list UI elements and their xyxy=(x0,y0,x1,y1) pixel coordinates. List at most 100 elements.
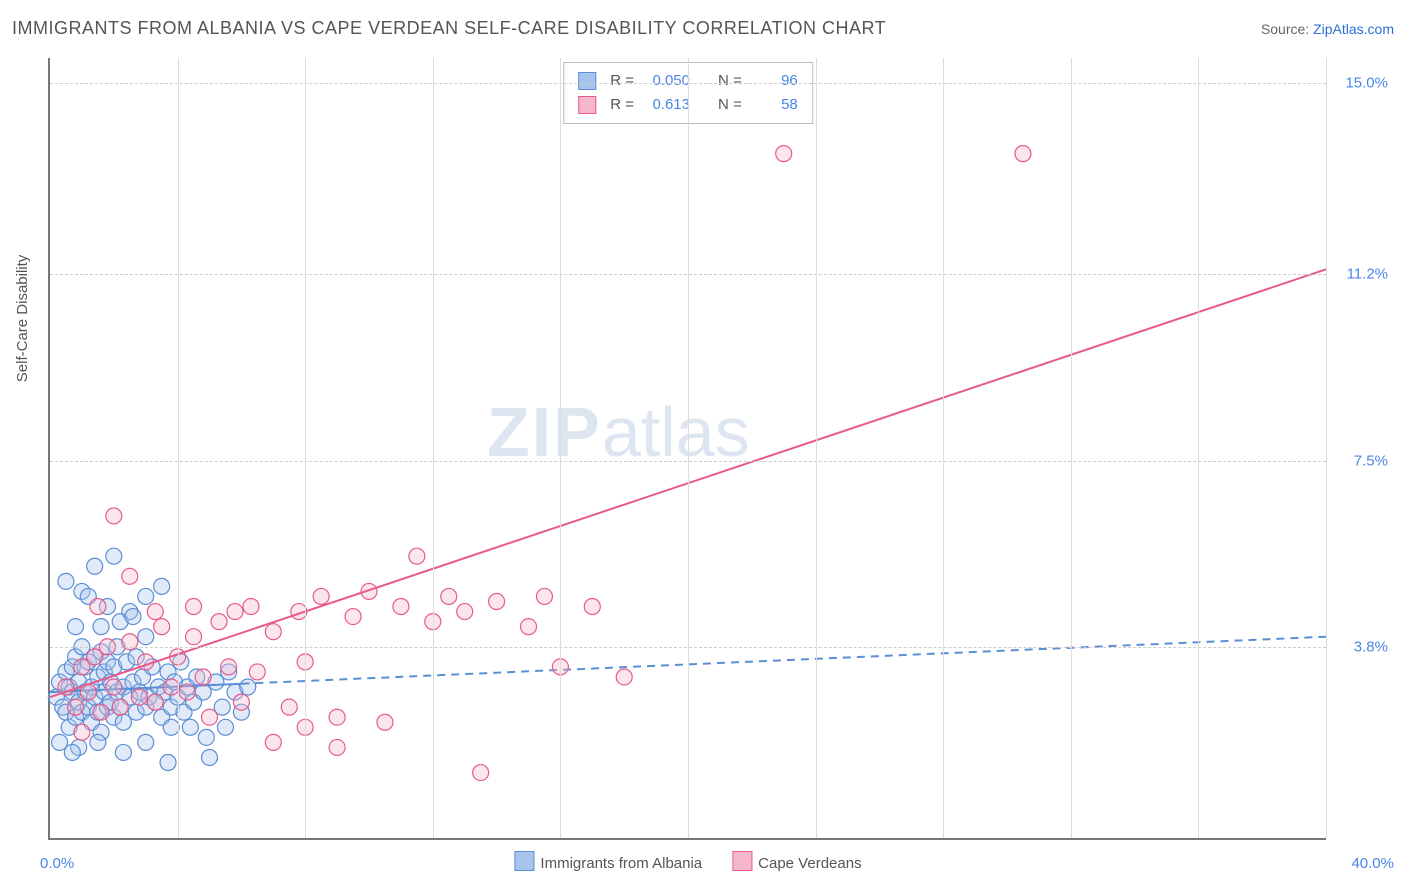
data-point-albania xyxy=(68,619,84,635)
data-point-capeverdean xyxy=(473,765,489,781)
data-point-capeverdean xyxy=(441,588,457,604)
data-point-capeverdean xyxy=(489,593,505,609)
data-point-albania xyxy=(115,744,131,760)
stat-r-label: R = xyxy=(610,69,634,93)
swatch-albania xyxy=(578,72,596,90)
x-axis-end-label: 40.0% xyxy=(1351,855,1394,872)
legend-item-albania: Immigrants from Albania xyxy=(514,851,702,872)
gridline-v xyxy=(305,58,306,838)
data-point-capeverdean xyxy=(106,508,122,524)
data-point-capeverdean xyxy=(536,588,552,604)
data-point-albania xyxy=(138,629,154,645)
data-point-albania xyxy=(125,609,141,625)
data-point-capeverdean xyxy=(147,604,163,620)
data-point-capeverdean xyxy=(227,604,243,620)
data-point-capeverdean xyxy=(281,699,297,715)
stat-n-label: N = xyxy=(718,69,742,93)
data-point-albania xyxy=(154,578,170,594)
data-point-albania xyxy=(217,719,233,735)
data-point-capeverdean xyxy=(377,714,393,730)
data-point-albania xyxy=(90,734,106,750)
data-point-capeverdean xyxy=(329,709,345,725)
data-point-capeverdean xyxy=(179,684,195,700)
data-point-capeverdean xyxy=(112,699,128,715)
data-point-capeverdean xyxy=(106,679,122,695)
data-point-capeverdean xyxy=(313,588,329,604)
data-point-capeverdean xyxy=(186,599,202,615)
data-point-capeverdean xyxy=(265,624,281,640)
y-tick-label: 3.8% xyxy=(1354,638,1388,655)
data-point-capeverdean xyxy=(329,739,345,755)
data-point-capeverdean xyxy=(584,599,600,615)
data-point-capeverdean xyxy=(243,599,259,615)
gridline-v xyxy=(560,58,561,838)
data-point-albania xyxy=(138,734,154,750)
data-point-capeverdean xyxy=(265,734,281,750)
data-point-capeverdean xyxy=(521,619,537,635)
data-point-albania xyxy=(240,679,256,695)
data-point-capeverdean xyxy=(345,609,361,625)
chart-source: Source: ZipAtlas.com xyxy=(1261,21,1394,37)
y-axis-label: Self-Care Disability xyxy=(14,255,31,383)
plot-area: ZIPatlas R =0.050N =96R =0.613N =58 0.0%… xyxy=(48,58,1326,840)
y-tick-label: 15.0% xyxy=(1345,75,1388,92)
gridline-v xyxy=(943,58,944,838)
data-point-albania xyxy=(198,729,214,745)
swatch-capeverdean xyxy=(578,96,596,114)
data-point-capeverdean xyxy=(616,669,632,685)
y-tick-label: 7.5% xyxy=(1354,452,1388,469)
data-point-capeverdean xyxy=(68,699,84,715)
data-point-capeverdean xyxy=(122,568,138,584)
data-point-capeverdean xyxy=(74,724,90,740)
legend-label: Cape Verdeans xyxy=(758,855,861,872)
data-point-capeverdean xyxy=(393,599,409,615)
x-axis-start-label: 0.0% xyxy=(40,855,74,872)
data-point-albania xyxy=(64,744,80,760)
data-point-albania xyxy=(106,548,122,564)
gridline-v xyxy=(688,58,689,838)
data-point-capeverdean xyxy=(409,548,425,564)
data-point-albania xyxy=(182,719,198,735)
data-point-albania xyxy=(202,749,218,765)
data-point-albania xyxy=(87,558,103,574)
gridline-v xyxy=(816,58,817,838)
data-point-albania xyxy=(138,588,154,604)
data-point-capeverdean xyxy=(211,614,227,630)
data-point-capeverdean xyxy=(249,664,265,680)
data-point-capeverdean xyxy=(147,694,163,710)
stat-n-value: 96 xyxy=(750,69,798,93)
data-point-albania xyxy=(160,755,176,771)
trendline-albania-extrapolated xyxy=(241,637,1326,684)
gridline-v xyxy=(433,58,434,838)
data-point-capeverdean xyxy=(131,689,147,705)
data-point-capeverdean xyxy=(202,709,218,725)
data-point-capeverdean xyxy=(233,694,249,710)
data-point-capeverdean xyxy=(1015,146,1031,162)
data-point-albania xyxy=(58,573,74,589)
header: IMMIGRANTS FROM ALBANIA VS CAPE VERDEAN … xyxy=(12,18,1394,39)
legend-item-capeverdean: Cape Verdeans xyxy=(732,851,861,872)
stat-n-label: N = xyxy=(718,93,742,117)
data-point-capeverdean xyxy=(154,619,170,635)
data-point-capeverdean xyxy=(195,669,211,685)
data-point-capeverdean xyxy=(776,146,792,162)
gridline-v xyxy=(1071,58,1072,838)
y-tick-label: 11.2% xyxy=(1347,266,1388,283)
stat-n-value: 58 xyxy=(750,93,798,117)
series-legend: Immigrants from Albania Cape Verdeans xyxy=(514,851,861,872)
data-point-capeverdean xyxy=(93,704,109,720)
stat-r-label: R = xyxy=(610,93,634,117)
data-point-capeverdean xyxy=(457,604,473,620)
source-link[interactable]: ZipAtlas.com xyxy=(1313,21,1394,37)
stat-r-value: 0.613 xyxy=(642,93,690,117)
chart-title: IMMIGRANTS FROM ALBANIA VS CAPE VERDEAN … xyxy=(12,18,886,39)
swatch-capeverdean xyxy=(732,851,752,871)
legend-label: Immigrants from Albania xyxy=(540,855,702,872)
data-point-capeverdean xyxy=(186,629,202,645)
source-prefix: Source: xyxy=(1261,21,1313,37)
gridline-v xyxy=(178,58,179,838)
data-point-capeverdean xyxy=(90,599,106,615)
y-axis-label-wrap: Self-Care Disability xyxy=(14,255,31,383)
data-point-albania xyxy=(93,619,109,635)
gridline-v xyxy=(1198,58,1199,838)
